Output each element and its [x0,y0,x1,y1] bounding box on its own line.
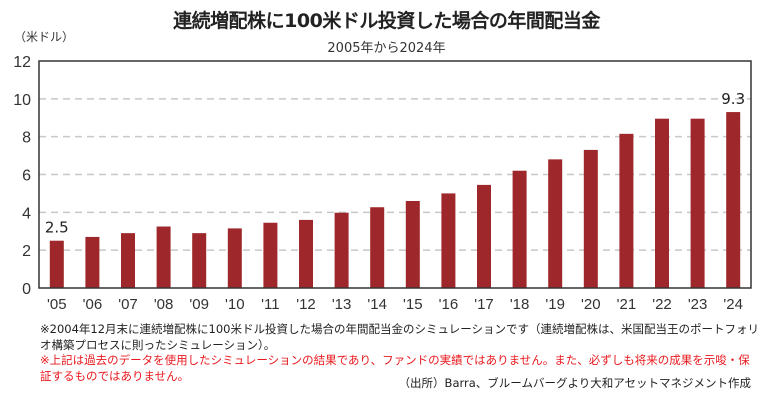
bar [477,184,491,288]
y-tick-label: 12 [13,54,31,71]
bar [655,118,669,288]
y-tick-label: 8 [22,130,31,147]
bar [299,219,313,288]
footnote-simulation: ※2004年12月末に連続増配株に100米ドル投資した場合の年間配当金のシミュレ… [40,322,760,352]
x-tick-label: '12 [296,296,316,313]
y-tick-label: 10 [13,92,31,109]
bar [263,222,278,288]
bar-chart: 0 2 4 6 8 10 12 '05 '06 '07 '08 '09 '10 '11 '12 '13 '14 '… [13,54,752,313]
y-tick-label: 0 [22,281,31,298]
bar [512,170,527,288]
x-tick-label: '06 [83,296,103,313]
footnotes: ※2004年12月末に連続増配株に100米ドル投資した場合の年間配当金のシミュレ… [40,322,760,384]
bar [192,233,207,288]
data-label: 9.3 [721,90,745,108]
bar [619,133,634,288]
x-tick-label: '14 [367,296,387,313]
y-axis-unit-label: （米ドル） [14,30,75,44]
bar [227,228,242,288]
bar [85,236,100,288]
bar [405,200,420,288]
x-tick-label: '07 [118,296,138,313]
footnote-disclaimer: ※上記は過去のデータを使用したシミュレーションの結果であり、ファンドの実績ではあ… [40,353,750,383]
y-tick-label: 6 [22,168,31,185]
x-tick-label: '22 [652,296,672,313]
x-tick-label: '20 [581,296,601,313]
bar [49,240,64,288]
x-tick-label: '10 [225,296,245,313]
chart-title: 連続増配株に100米ドル投資した場合の年間配当金 [173,10,600,32]
bar [690,118,705,288]
x-tick-label: '13 [332,296,352,313]
x-tick-label: '23 [688,296,708,313]
data-label: 2.5 [45,219,69,237]
x-tick-label: '21 [617,296,637,313]
x-tick-label: '18 [510,296,530,313]
y-tick-label: 4 [22,205,31,222]
x-tick-label: '17 [474,296,494,313]
bar [370,207,385,288]
x-tick-label: '05 [47,296,67,313]
x-tick-label: '19 [545,296,565,313]
x-tick-label: '08 [154,296,174,313]
x-tick-label: '09 [189,296,209,313]
bar [548,159,563,288]
plot-frame [38,60,752,289]
x-tick-label: '15 [403,296,423,313]
bar [441,193,456,288]
bar [121,233,135,288]
x-tick-label: '24 [723,296,743,313]
bar [334,212,349,288]
bar [583,149,598,288]
x-tick-label: '16 [439,296,459,313]
chart-subtitle: 2005年から2024年 [327,41,446,56]
bar [156,226,171,288]
bar [726,112,741,288]
source-note: （出所）Barra、ブルームバーグより大和アセットマネジメント作成 [398,376,751,390]
x-tick-label: '11 [261,296,279,313]
y-tick-label: 2 [22,243,31,260]
